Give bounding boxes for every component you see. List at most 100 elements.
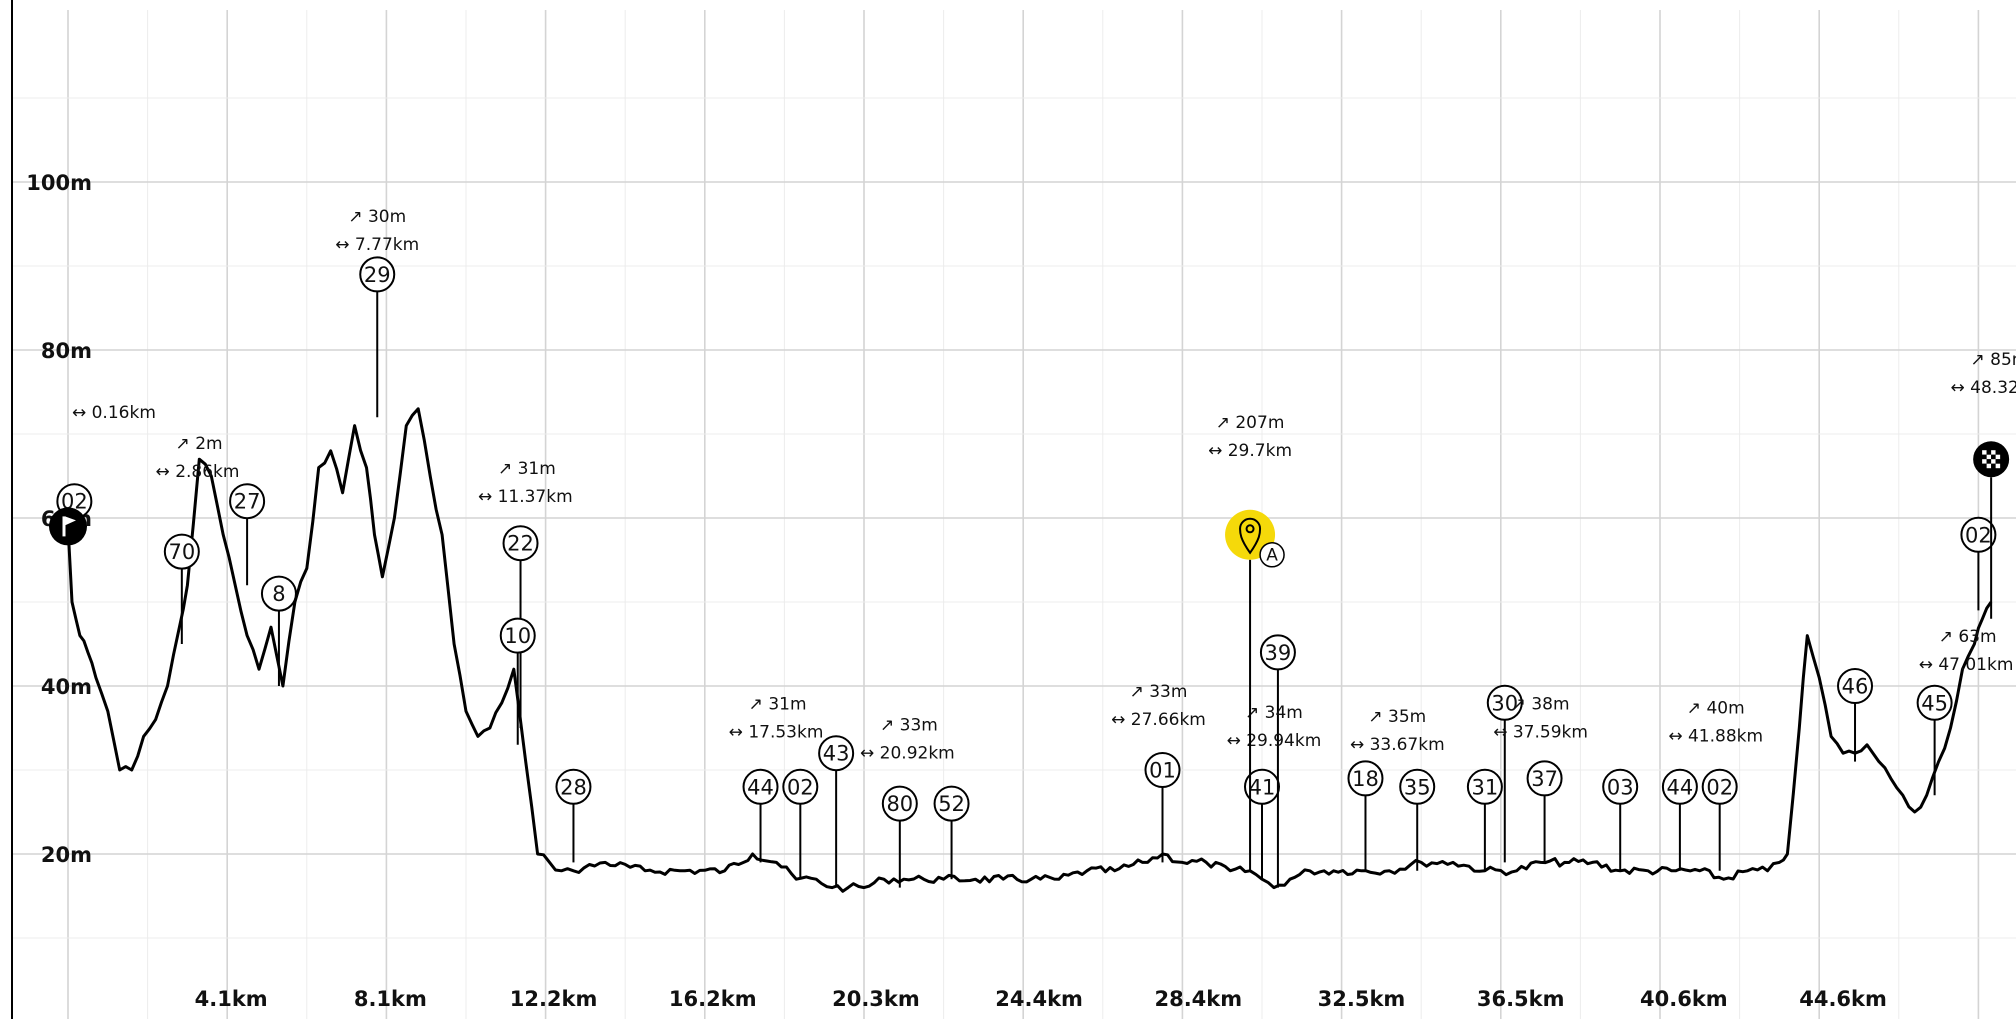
waypoint-marker: 27: [229, 483, 266, 586]
marker-label: 02: [787, 775, 814, 799]
y-tick-label: 40m: [41, 675, 92, 699]
finish-marker: [1973, 441, 2010, 619]
marker-label: 80: [886, 792, 913, 816]
climb-distance-label: ↔ 0.16km: [72, 403, 156, 423]
marker-circle: [1259, 634, 1296, 671]
marker-circle: [1960, 516, 1997, 553]
flag-icon-bg: [49, 507, 87, 546]
x-tick-label: 24.4km: [995, 987, 1083, 1011]
y-tick-label: 100m: [26, 171, 92, 195]
marker-label: 28: [560, 775, 587, 799]
marker-label: 30: [1491, 691, 1518, 715]
map-pin-dot: [1245, 524, 1255, 534]
marker-label: 18: [1352, 767, 1379, 791]
x-tick-label: 16.2km: [669, 987, 757, 1011]
marker-circle: [229, 483, 266, 520]
marker-circle: [1399, 768, 1436, 805]
climb-elevation-label: ↗ 35m: [1368, 707, 1426, 727]
marker-circle: [502, 525, 539, 562]
climb-annotation: ↗ 40m ↔ 41.88km: [1668, 699, 1763, 747]
waypoint-marker: 02: [1960, 516, 1997, 611]
marker-circle: [1916, 684, 1953, 721]
waypoint-marker: 28: [555, 768, 592, 863]
checkered-flag-cell: [1995, 459, 2001, 464]
climb-annotation: ↗ 31m ↔ 17.53km: [729, 694, 824, 742]
marker-label: 03: [1607, 775, 1634, 799]
x-tick-label: 4.1km: [195, 987, 268, 1011]
checkered-flag-cell: [1982, 450, 1987, 455]
climb-annotation: ↗ 30m ↔ 7.77km: [335, 207, 419, 255]
marker-label: 02: [1965, 523, 1992, 547]
climb-distance-label: ↔ 20.92km: [860, 743, 955, 763]
marker-label: 8: [272, 582, 285, 606]
waypoint-marker: 45: [1916, 684, 1953, 796]
marker-circle: [1244, 768, 1280, 805]
marker-circle: [1466, 768, 1503, 805]
checkered-flag-cell: [1982, 459, 1987, 464]
marker-circle: [1701, 768, 1738, 805]
waypoint-marker: 29: [359, 256, 396, 418]
climb-distance-label: ↔ 2.86km: [156, 462, 240, 482]
climb-elevation-label: ↗ 85m: [1971, 350, 2016, 370]
waypoint-marker: 80: [881, 785, 918, 888]
marker-label: 46: [1842, 675, 1869, 699]
poi-marker: A: [1225, 509, 1285, 871]
marker-circle: [1602, 768, 1639, 805]
climb-annotations: ↔ 0.16km ↗ 2m ↔ 2.86km ↗ 30m ↔ 7.77km ↗ 31m ↔ …: [72, 207, 2016, 763]
marker-circle: [1837, 668, 1874, 704]
marker-circle: [1661, 768, 1698, 805]
marker-circle: [499, 617, 536, 654]
checkered-flag-cell: [1982, 463, 1987, 469]
waypoint-marker: 44: [742, 768, 779, 863]
climb-distance-label: ↔ 41.88km: [1668, 727, 1763, 747]
climb-annotation: ↗ 33m ↔ 27.66km: [1111, 682, 1206, 730]
marker-circle: [1347, 760, 1384, 797]
waypoint-marker: 30: [1486, 684, 1523, 863]
start-marker: [49, 507, 87, 546]
waypoint-marker: 02: [782, 768, 819, 880]
marker-circle: [260, 575, 297, 612]
waypoint-marker: 8: [260, 575, 297, 686]
climb-elevation-label: ↗ 40m: [1687, 699, 1745, 719]
marker-label: 44: [1667, 775, 1694, 799]
climb-annotation: ↗ 31m ↔ 11.37km: [478, 459, 573, 507]
waypoint-marker: 35: [1399, 768, 1436, 871]
waypoint-marker: 70: [163, 533, 200, 644]
marker-circle: [555, 768, 592, 805]
x-tick-label: 20.3km: [832, 987, 920, 1011]
checkered-flag-cell: [1991, 459, 1996, 464]
marker-label: 43: [823, 742, 850, 766]
climb-distance-label: ↔ 27.66km: [1111, 710, 1206, 730]
y-tick-label: 20m: [41, 843, 92, 867]
waypoint-marker: 43: [818, 735, 855, 888]
climb-elevation-label: ↗ 31m: [749, 694, 807, 714]
marker-label: 29: [364, 263, 391, 287]
waypoint-marker: 10: [499, 617, 536, 745]
checkered-flag-cell: [1995, 463, 2001, 469]
checkered-flag-cell: [1986, 459, 1992, 464]
route-points: A: [49, 441, 2010, 871]
waypoint-marker: 03: [1602, 768, 1639, 871]
marker-circle: [359, 256, 396, 293]
climb-annotation: ↗ 35m ↔ 33.67km: [1350, 707, 1445, 755]
climb-elevation-label: ↗ 33m: [1130, 682, 1188, 702]
y-tick-label: 80m: [41, 339, 92, 363]
waypoint-marker: 01: [1144, 752, 1181, 863]
waypoint-marker: 46: [1837, 668, 1874, 762]
marker-label: 52: [938, 792, 965, 816]
marker-circle: [782, 768, 819, 805]
climb-elevation-label: ↗ 63m: [1939, 627, 1997, 647]
marker-circle: [1144, 752, 1181, 788]
marker-label: 27: [234, 490, 261, 514]
climb-distance-label: ↔ 37.59km: [1493, 722, 1588, 742]
marker-label: 70: [168, 540, 195, 564]
checkered-flag-cell: [1982, 454, 1987, 460]
climb-distance-label: ↔ 7.77km: [335, 235, 419, 255]
marker-circle: [933, 785, 970, 822]
marker-label: 31: [1472, 775, 1499, 799]
climb-distance-label: ↔ 29.94km: [1227, 731, 1322, 751]
checkered-flag-cell: [1986, 454, 1992, 460]
climb-elevation-label: ↗ 30m: [348, 207, 406, 227]
x-tick-label: 44.6km: [1799, 987, 1887, 1011]
markers: 02 70 27 8 29 22 10 28 44 02 43 80 52 01 41 39 18 35 31 30 3…: [56, 256, 1997, 888]
